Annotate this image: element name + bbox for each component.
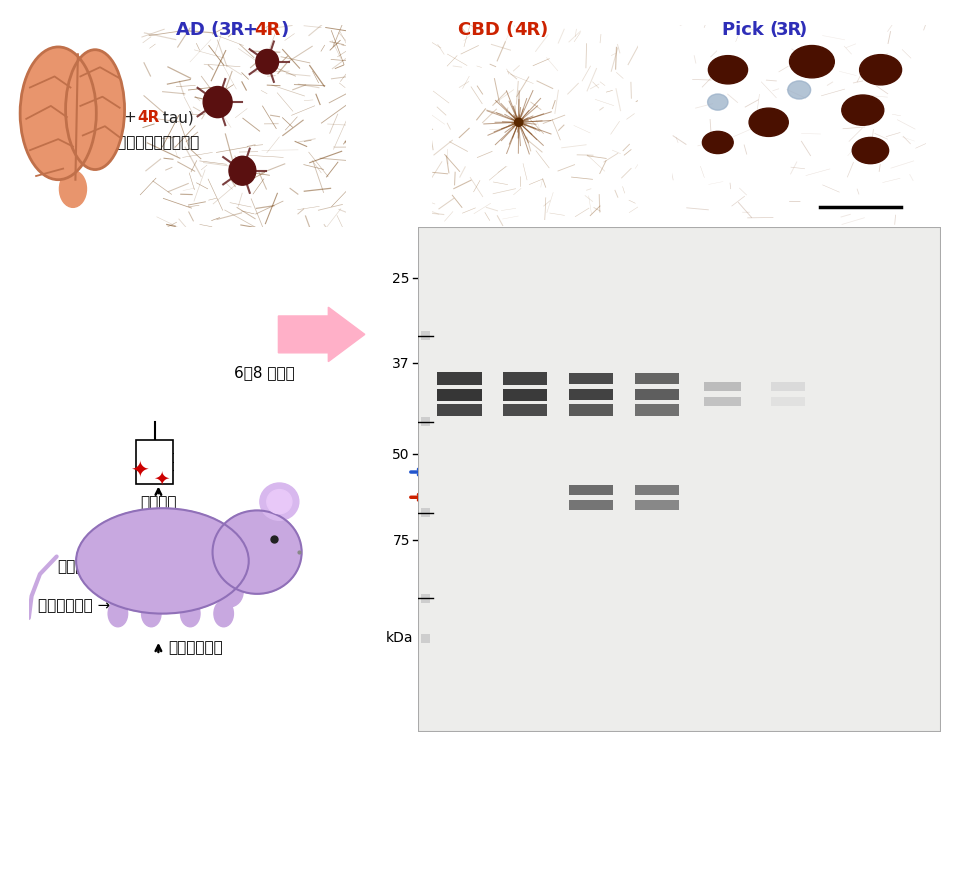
Text: ): ) [540, 21, 548, 39]
Ellipse shape [141, 601, 161, 627]
Bar [705, 397, 741, 407]
Text: マウス脳に蕤積るタウの生化学解析: マウス脳に蕤積るタウの生化学解析 [581, 668, 754, 686]
Text: 25: 25 [393, 271, 410, 285]
Ellipse shape [267, 490, 292, 514]
Text: 6～8 ヶ月後: 6～8 ヶ月後 [233, 365, 295, 381]
Text: CBD (: CBD ( [458, 21, 515, 39]
Bar [503, 389, 547, 402]
Ellipse shape [515, 119, 523, 127]
Text: 超遠心: 超遠心 [58, 558, 85, 574]
Bar [568, 500, 613, 510]
Text: Pick (: Pick ( [722, 21, 779, 39]
Bar [437, 404, 482, 417]
Text: ): ) [799, 21, 807, 39]
Text: (: ( [86, 110, 92, 125]
Ellipse shape [212, 510, 301, 595]
Ellipse shape [703, 132, 733, 154]
Text: 1. AD: 1. AD [448, 622, 476, 658]
Text: 6. PiD: 6. PiD [777, 620, 806, 658]
Bar [420, 509, 430, 517]
Ellipse shape [65, 51, 125, 170]
Ellipse shape [852, 139, 889, 165]
Text: ヒト型タウ発現マウス: ヒト型タウ発現マウス [108, 134, 200, 150]
Text: ②: ② [651, 688, 662, 701]
Text: +: + [123, 110, 135, 125]
Bar [771, 397, 805, 407]
Bar [705, 382, 741, 391]
Bar [771, 382, 805, 391]
Text: 4R: 4R [515, 21, 540, 39]
Bar [503, 404, 547, 417]
Ellipse shape [260, 483, 299, 521]
Text: 3R: 3R [776, 21, 802, 39]
Bar [568, 405, 613, 416]
Ellipse shape [708, 56, 748, 85]
Text: 75: 75 [393, 533, 410, 547]
Ellipse shape [788, 82, 810, 100]
Ellipse shape [60, 171, 86, 208]
Text: 3R: 3R [219, 21, 245, 39]
Text: AD (: AD ( [176, 21, 219, 39]
FancyBboxPatch shape [136, 440, 173, 484]
Text: 4. CBD: 4. CBD [645, 614, 678, 658]
Bar [420, 594, 430, 603]
Ellipse shape [76, 509, 249, 614]
Ellipse shape [204, 88, 232, 118]
Ellipse shape [749, 109, 788, 138]
Text: 5. PiD: 5. PiD [711, 620, 741, 658]
Ellipse shape [255, 50, 278, 75]
Text: 7. HD: 7. HD [843, 621, 872, 658]
Text: 4R: 4R [254, 21, 280, 39]
Bar [635, 405, 679, 416]
Text: ホモジナイズ: ホモジナイズ [168, 639, 223, 655]
Bar [568, 374, 613, 385]
Text: ①: ① [454, 688, 465, 701]
Text: 3R: 3R [101, 110, 123, 125]
Text: 37: 37 [393, 357, 410, 371]
Ellipse shape [859, 55, 901, 86]
Text: 2. AD: 2. AD [514, 622, 542, 658]
Text: tau): tau) [158, 110, 194, 125]
Text: ✦: ✦ [153, 468, 170, 488]
Text: タウ線維: タウ線維 [140, 494, 177, 510]
Ellipse shape [108, 601, 128, 627]
Ellipse shape [215, 577, 243, 608]
Ellipse shape [20, 48, 96, 181]
Text: 4R: 4R [137, 110, 159, 125]
Bar [635, 485, 679, 496]
Bar [635, 500, 679, 510]
Ellipse shape [180, 601, 200, 627]
Text: 50: 50 [393, 448, 410, 462]
Bar [437, 373, 482, 386]
Text: kDa: kDa [385, 631, 413, 645]
Text: 3. CBD: 3. CBD [580, 614, 612, 658]
Text: ①: ① [586, 688, 596, 701]
Text: +: + [242, 21, 257, 39]
Text: ①: ① [717, 688, 729, 701]
Text: ✦: ✦ [130, 461, 149, 481]
Bar [420, 332, 430, 341]
Text: ②: ② [519, 688, 531, 701]
Ellipse shape [842, 96, 884, 126]
Bar [420, 634, 430, 644]
Text: 患者脳由来の: 患者脳由来の [131, 511, 186, 527]
Ellipse shape [789, 46, 834, 79]
FancyArrow shape [278, 308, 365, 362]
Ellipse shape [708, 95, 728, 111]
Text: 界面活性剤等 →: 界面活性剤等 → [38, 597, 110, 613]
Bar [568, 390, 613, 401]
Bar [503, 373, 547, 386]
Bar [568, 485, 613, 496]
Text: ): ) [280, 21, 289, 39]
Text: ②: ② [782, 688, 794, 701]
Ellipse shape [214, 601, 233, 627]
Ellipse shape [229, 157, 255, 186]
Text: 8. AC: 8. AC [908, 623, 936, 658]
Bar [420, 417, 430, 427]
Bar [635, 374, 679, 385]
FancyArrowPatch shape [206, 553, 214, 577]
Bar [437, 389, 482, 402]
Bar [635, 390, 679, 401]
